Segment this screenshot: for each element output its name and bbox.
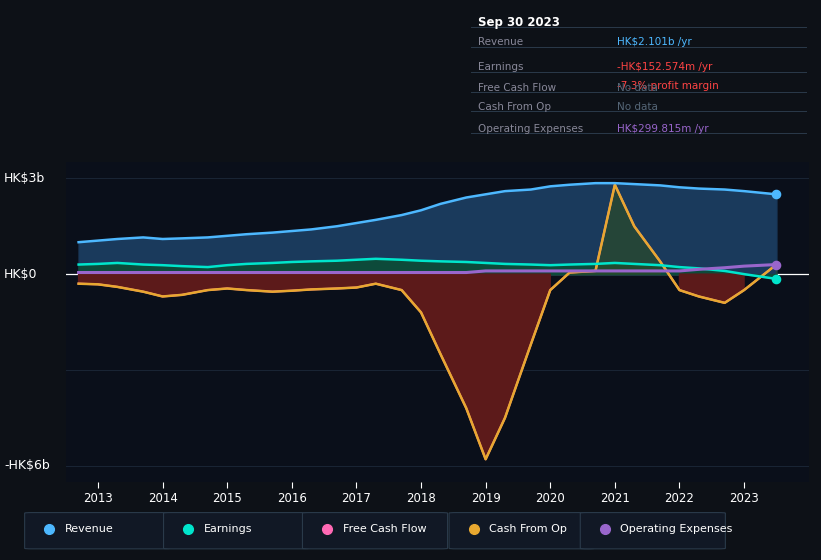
Text: -7.3% profit margin: -7.3% profit margin — [617, 81, 719, 91]
FancyBboxPatch shape — [25, 512, 170, 549]
Text: Earnings: Earnings — [204, 524, 252, 534]
Text: Cash From Op: Cash From Op — [489, 524, 567, 534]
Text: Operating Expenses: Operating Expenses — [621, 524, 733, 534]
Text: -HK$152.574m /yr: -HK$152.574m /yr — [617, 62, 713, 72]
Text: Cash From Op: Cash From Op — [478, 102, 551, 112]
Text: Operating Expenses: Operating Expenses — [478, 124, 583, 134]
Text: No data: No data — [617, 83, 658, 93]
Point — [770, 260, 783, 269]
Text: Revenue: Revenue — [65, 524, 113, 534]
FancyBboxPatch shape — [302, 512, 447, 549]
Text: HK$299.815m /yr: HK$299.815m /yr — [617, 124, 709, 134]
Text: Free Cash Flow: Free Cash Flow — [342, 524, 426, 534]
Text: Earnings: Earnings — [478, 62, 523, 72]
Text: -HK$6b: -HK$6b — [4, 459, 50, 472]
Point — [770, 274, 783, 283]
Text: HK$2.101b /yr: HK$2.101b /yr — [617, 37, 692, 47]
Point — [770, 190, 783, 199]
Text: Revenue: Revenue — [478, 37, 523, 47]
FancyBboxPatch shape — [580, 512, 726, 549]
FancyBboxPatch shape — [449, 512, 594, 549]
Text: Free Cash Flow: Free Cash Flow — [478, 83, 556, 93]
Text: Sep 30 2023: Sep 30 2023 — [478, 16, 560, 29]
FancyBboxPatch shape — [163, 512, 309, 549]
Text: HK$0: HK$0 — [4, 268, 38, 281]
Text: HK$3b: HK$3b — [4, 172, 45, 185]
Text: No data: No data — [617, 102, 658, 112]
